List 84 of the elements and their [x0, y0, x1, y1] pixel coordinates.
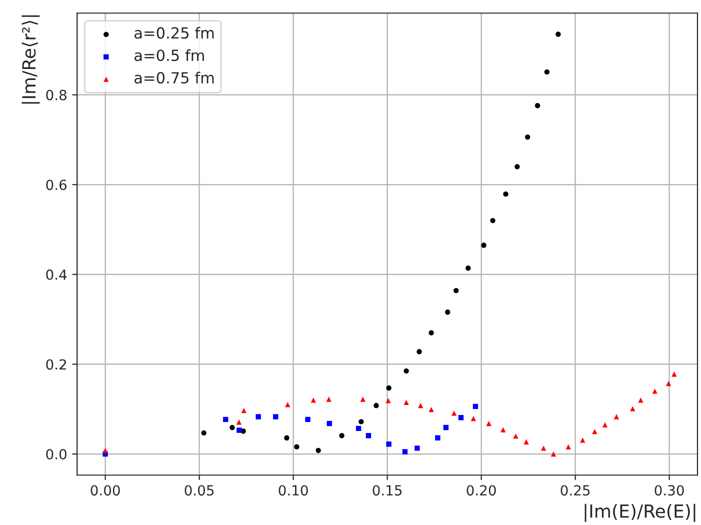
point: [358, 419, 364, 424]
y-tick-label: 0.6: [46, 180, 67, 190]
point: [360, 396, 366, 402]
point: [592, 428, 598, 434]
legend-label: a=0.5 fm: [134, 49, 204, 62]
point: [566, 444, 571, 450]
point: [386, 442, 392, 447]
point: [256, 414, 261, 420]
point: [435, 435, 440, 440]
point: [466, 266, 471, 271]
point: [428, 330, 434, 336]
point: [339, 433, 344, 438]
point: [102, 448, 108, 454]
point: [294, 444, 300, 450]
x-tick-label: 0.20: [466, 485, 496, 496]
point: [402, 449, 408, 454]
point: [451, 410, 457, 416]
x-axis-title: |Im(E)/Re(E)|: [584, 504, 696, 522]
point: [614, 414, 620, 420]
point: [580, 438, 586, 443]
point: [486, 420, 492, 426]
point: [284, 435, 290, 440]
y-axis-title: |Im/Re⟨r²⟩|: [22, 15, 40, 104]
point: [602, 422, 608, 428]
point: [454, 288, 459, 294]
point: [472, 404, 478, 410]
x-tick-label: 0.10: [278, 485, 308, 496]
point: [540, 446, 546, 451]
point: [652, 388, 658, 394]
point: [514, 164, 520, 170]
point: [236, 428, 242, 433]
point: [326, 420, 332, 426]
point: [223, 416, 228, 422]
y-tick-label: 0.2: [46, 359, 66, 370]
point: [481, 242, 486, 248]
point: [534, 103, 540, 108]
point: [556, 32, 561, 37]
point: [356, 426, 362, 432]
point: [386, 398, 391, 404]
point: [524, 134, 530, 140]
point: [416, 349, 422, 354]
point: [230, 424, 235, 430]
point: [503, 191, 508, 197]
point: [638, 398, 644, 403]
point: [550, 451, 556, 457]
point: [443, 424, 449, 430]
x-tick-label: 0.25: [560, 485, 590, 496]
point: [366, 433, 372, 438]
point: [418, 402, 424, 408]
x-tick-label: 0.30: [654, 485, 684, 496]
y-tick-label: 0.8: [46, 90, 66, 100]
point: [500, 427, 506, 432]
y-tick-label: 0.0: [46, 448, 66, 460]
point: [374, 402, 379, 408]
point: [285, 402, 290, 408]
point: [666, 380, 672, 386]
point: [470, 416, 476, 422]
point: [316, 448, 321, 454]
point: [326, 396, 332, 402]
legend-label: a=0.25 fm: [134, 26, 214, 39]
point: [386, 385, 392, 391]
point: [201, 430, 206, 436]
point: [236, 420, 242, 425]
x-tick-label: 0.15: [372, 485, 402, 496]
point: [273, 414, 278, 420]
point: [428, 406, 434, 412]
point: [404, 368, 409, 374]
point: [672, 372, 677, 377]
point: [490, 218, 496, 224]
x-tick-label: 0.05: [184, 485, 214, 496]
point: [445, 310, 450, 315]
point: [414, 446, 420, 451]
point: [524, 439, 529, 444]
point: [305, 416, 310, 422]
point: [544, 69, 550, 75]
x-tick-label: 0.00: [90, 485, 120, 496]
y-tick-label: 0.4: [46, 269, 67, 280]
point: [241, 408, 246, 414]
legend-label: a=0.75 fm: [134, 72, 214, 84]
point: [458, 415, 464, 420]
point: [630, 406, 636, 412]
point: [310, 398, 316, 403]
point: [404, 400, 409, 405]
point: [513, 433, 518, 439]
